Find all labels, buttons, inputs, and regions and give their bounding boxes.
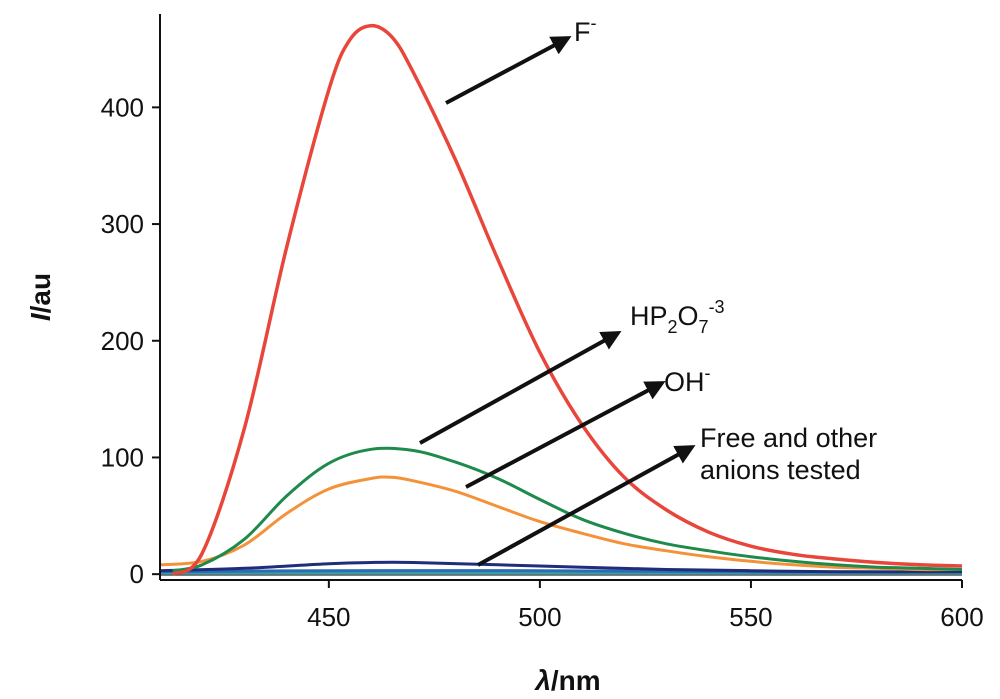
y-axis-unit: /au	[25, 273, 56, 313]
f-minus-base: F	[574, 17, 591, 47]
oh-sup: -	[705, 363, 711, 383]
y-tick-label: 0	[130, 559, 144, 589]
ticks-layer: 450 500 550 600 0 100 200 300 400	[101, 92, 984, 632]
x-tick-label: 550	[729, 602, 772, 632]
axes-layer	[159, 14, 962, 581]
y-tick-label: 100	[101, 442, 144, 472]
pyrophosphate-arrow	[419, 331, 622, 445]
pyro-sub-1: 2	[668, 317, 678, 337]
oh-minus-label: OH-	[664, 363, 711, 397]
pyro-sup: -3	[709, 297, 725, 317]
x-axis-unit: /nm	[551, 665, 601, 696]
free-anions-arrow	[477, 445, 696, 567]
x-tick-label: 450	[307, 602, 350, 632]
y-axis-title: I/au	[25, 273, 56, 321]
series-line-free-navy	[159, 560, 963, 574]
y-tick-label: 400	[101, 92, 144, 122]
pyro-sub-2: 7	[699, 317, 709, 337]
oh-minus-arrow	[465, 381, 666, 489]
pyro-mid: O	[678, 301, 699, 331]
f-minus-label: F-	[574, 13, 597, 47]
y-tick-label: 300	[101, 209, 144, 239]
series-line-fluoride	[171, 23, 963, 576]
series-line-hydroxide	[159, 475, 963, 572]
y-tick-label: 200	[101, 326, 144, 356]
f-minus-sup: -	[591, 13, 597, 33]
free-anions-label-line1: Free and other	[700, 423, 877, 453]
free-anions-label-line2: anions tested	[700, 455, 861, 485]
oh-base: OH	[664, 367, 705, 397]
x-tick-label: 500	[518, 602, 561, 632]
series-line-pyrophosphate	[172, 446, 963, 573]
f-minus-arrow	[445, 36, 572, 105]
pyro-base: HP	[630, 301, 668, 331]
pyrophosphate-label: HP2O7-3	[630, 297, 725, 337]
y-axis-symbol: I	[25, 312, 56, 321]
series-layer	[159, 23, 963, 576]
x-axis-title: λ/nm	[533, 665, 600, 696]
x-axis-symbol: λ	[533, 665, 551, 696]
x-tick-label: 600	[940, 602, 983, 632]
